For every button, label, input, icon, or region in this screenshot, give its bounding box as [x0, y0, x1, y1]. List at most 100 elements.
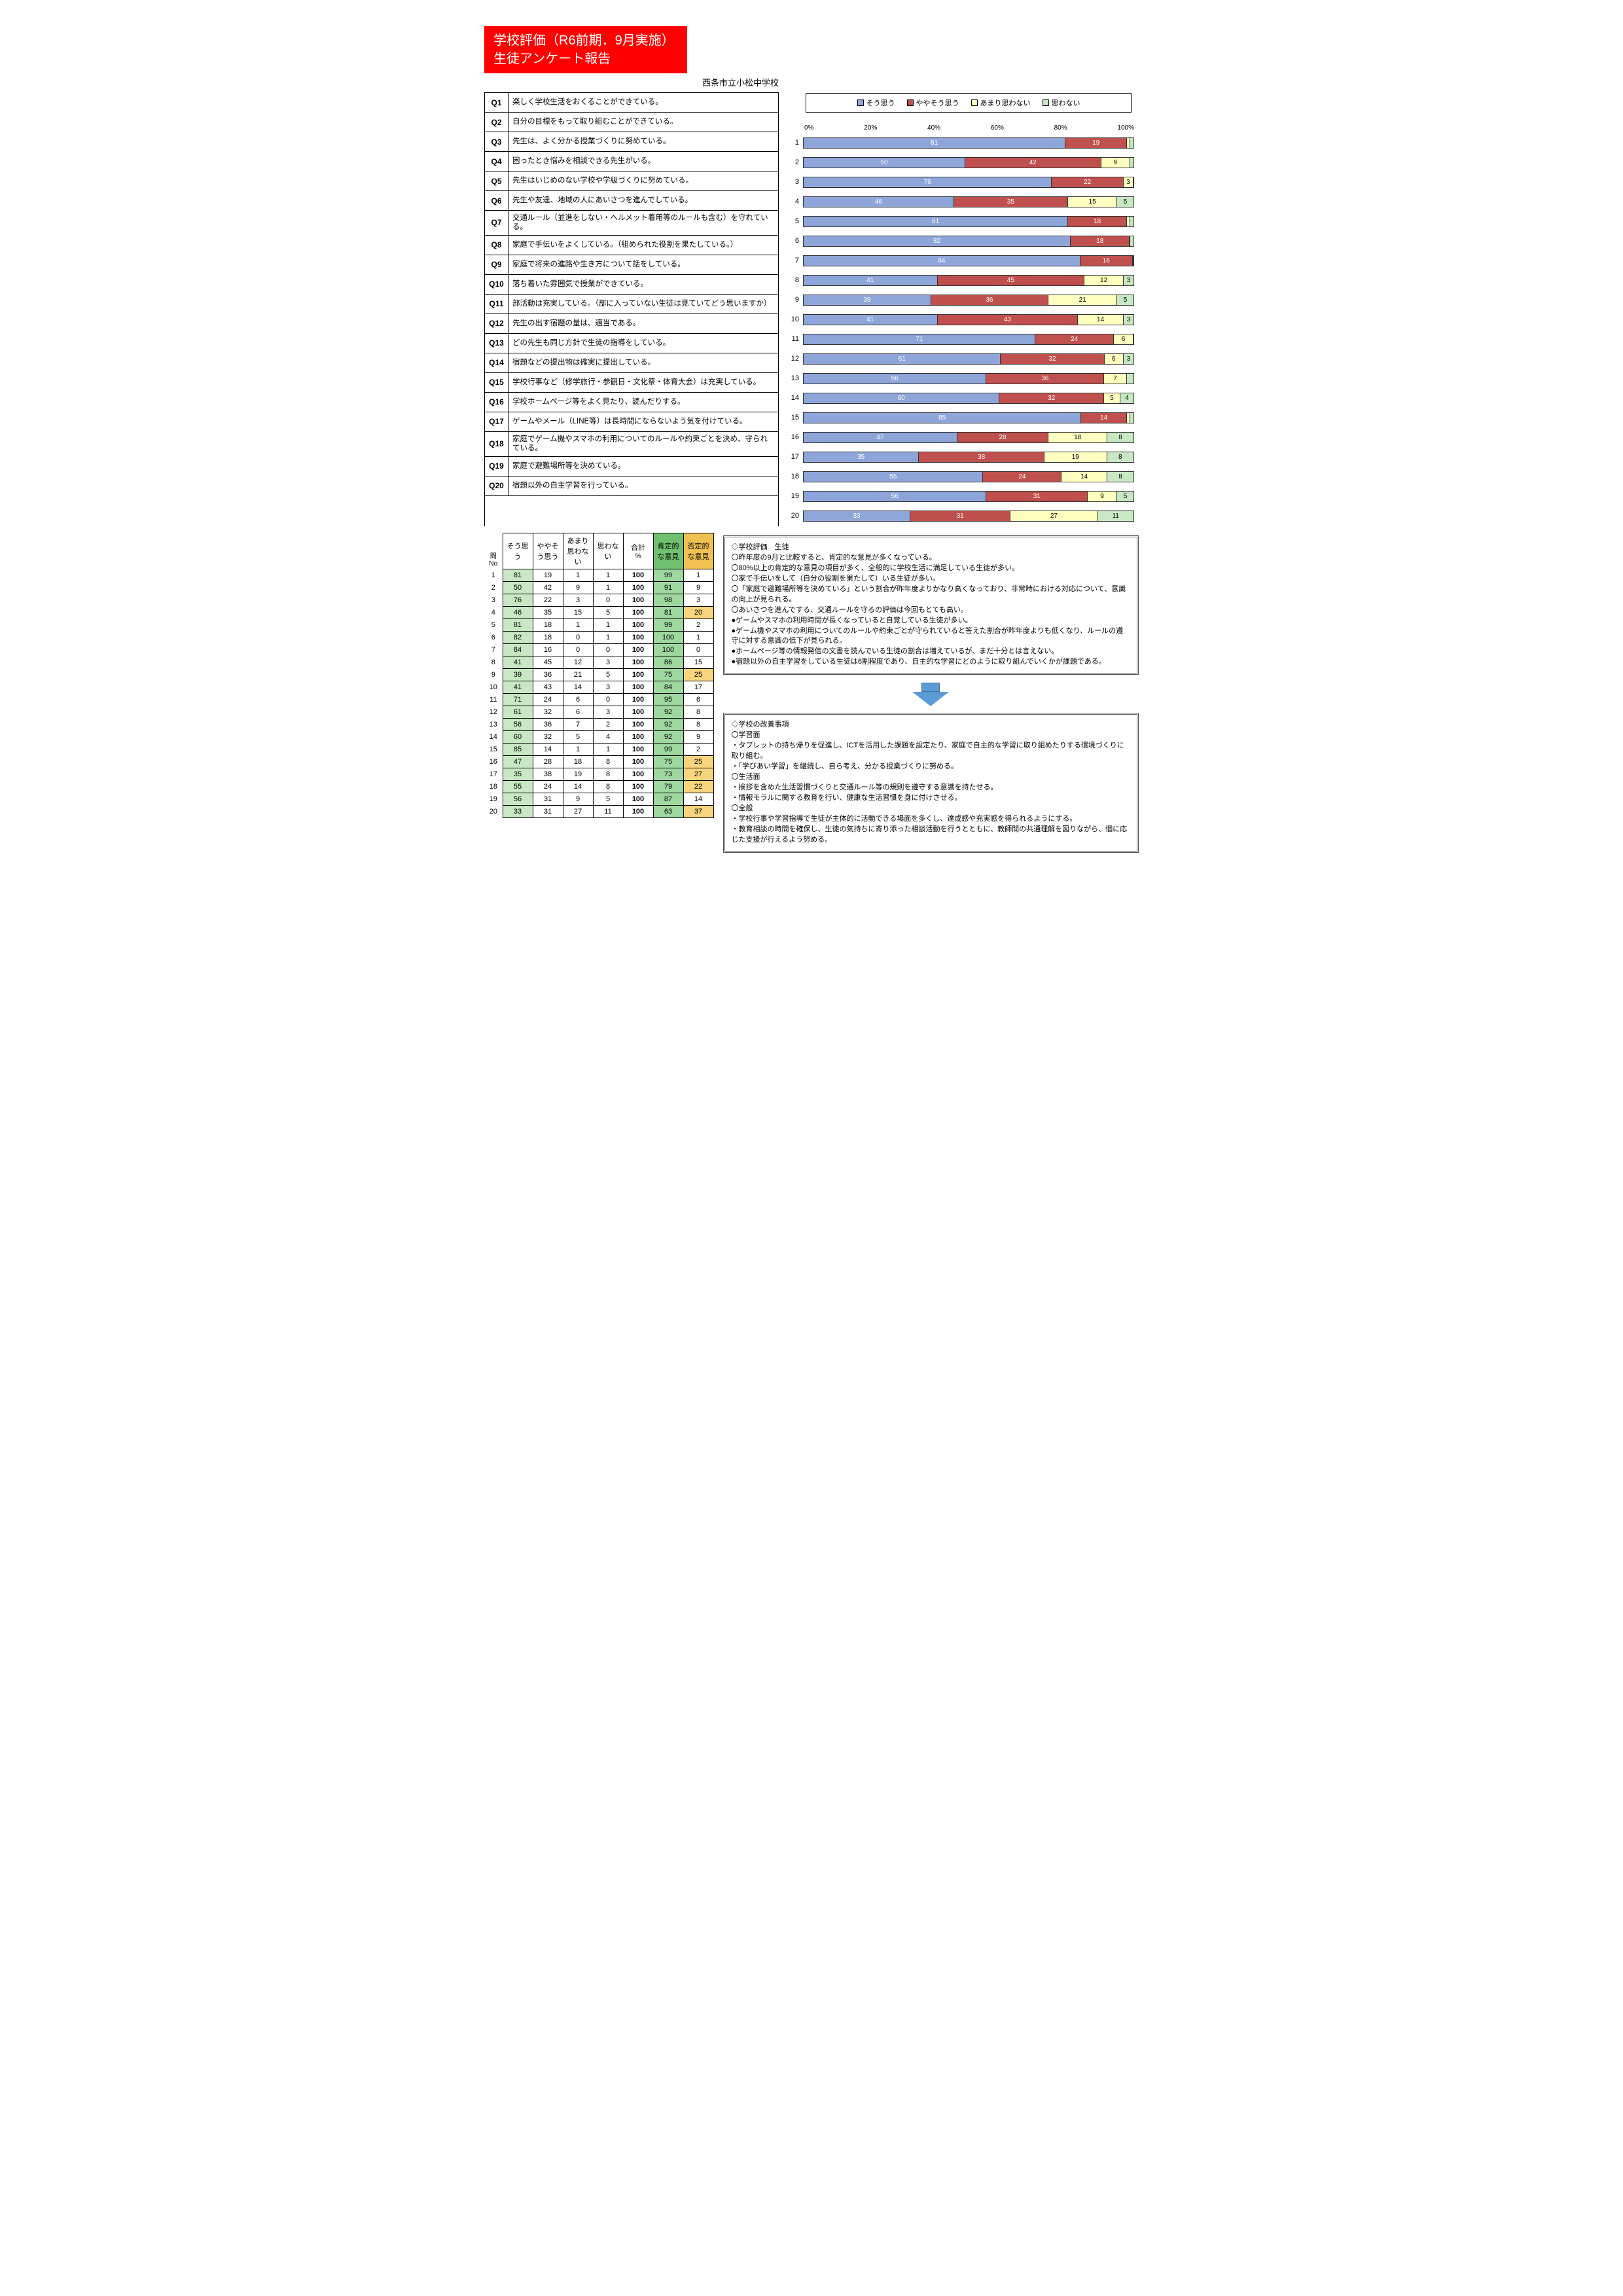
bar-row: 19563195 — [786, 486, 1138, 506]
table-cell: 12 — [563, 656, 593, 669]
bar-number: 2 — [786, 158, 803, 166]
question-row: Q17ゲームやメール（LINE等）は長時間にならないよう気を付けている。 — [485, 412, 778, 432]
pos-cell: 84 — [653, 681, 683, 694]
bar-segment: 3 — [1124, 177, 1133, 187]
bar-segment — [1130, 158, 1133, 168]
pos-cell: 100 — [653, 644, 683, 656]
pos-cell: 99 — [653, 744, 683, 756]
axis-tick: 80% — [1054, 124, 1067, 132]
table-cell: 19 — [533, 569, 563, 582]
bar-segment: 45 — [938, 276, 1085, 285]
sum-cell: 100 — [623, 706, 653, 719]
bar-track: 8119 — [803, 137, 1134, 149]
table-cell: 1 — [563, 744, 593, 756]
row-id: 19 — [484, 793, 503, 806]
bar-number: 20 — [786, 512, 803, 520]
bar-segment: 82 — [804, 236, 1071, 246]
bar-track: 3936215 — [803, 295, 1134, 306]
bar-track: 76223 — [803, 177, 1134, 188]
question-text: 部活動は充実している。（部に入っていない生徒は見ていてどう思いますか） — [508, 295, 778, 314]
bar-number: 15 — [786, 414, 803, 422]
bar-number: 19 — [786, 492, 803, 500]
bar-segment: 7 — [1104, 374, 1127, 384]
sum-cell: 100 — [623, 694, 653, 706]
neg-cell: 1 — [683, 569, 713, 582]
legend: そう思うややそう思うあまり思わない思わない — [806, 93, 1132, 113]
question-text: どの先生も同じ方針で生徒の指導をしている。 — [508, 334, 778, 353]
table-cell: 1 — [593, 744, 623, 756]
bar-segment: 4 — [1120, 393, 1133, 403]
table-cell: 6 — [563, 706, 593, 719]
pos-cell: 75 — [653, 756, 683, 768]
question-row: Q11部活動は充実している。（部に入っていない生徒は見ていてどう思いますか） — [485, 295, 778, 314]
bar-number: 10 — [786, 315, 803, 323]
table-cell: 3 — [593, 681, 623, 694]
bar-row: 14603254 — [786, 388, 1138, 408]
legend-item: そう思う — [857, 98, 895, 108]
bar-row: 173538198 — [786, 447, 1138, 467]
row-id: 18 — [484, 781, 503, 793]
question-id: Q16 — [485, 393, 508, 412]
bar-segment: 61 — [804, 354, 1001, 364]
row-id: 9 — [484, 669, 503, 681]
data-table: 問Noそう思うややそう思うあまり思わない思わない合計%肯定的な意見否定的な意見1… — [484, 533, 714, 818]
bar-segment: 84 — [804, 256, 1080, 266]
bar-segment: 3 — [1124, 276, 1133, 285]
table-cell: 81 — [503, 569, 533, 582]
table-cell: 8 — [593, 781, 623, 793]
bar-segment: 5 — [1117, 197, 1133, 207]
neg-cell: 20 — [683, 607, 713, 619]
bar-segment: 81 — [804, 217, 1068, 226]
table-cell: 4 — [593, 731, 623, 744]
pos-cell: 75 — [653, 669, 683, 681]
legend-item: あまり思わない — [971, 98, 1031, 108]
row-id: 1 — [484, 569, 503, 582]
question-row: Q3先生は、よく分かる授業づくりに努めている。 — [485, 132, 778, 152]
table-cell: 32 — [533, 731, 563, 744]
bar-segment: 55 — [804, 472, 983, 482]
question-row: Q10落ち着いた雰囲気で授業ができている。 — [485, 275, 778, 295]
question-id: Q13 — [485, 334, 508, 353]
neg-cell: 2 — [683, 744, 713, 756]
bar-number: 1 — [786, 139, 803, 147]
question-text: 家庭で避難場所等を決めている。 — [508, 457, 778, 476]
bar-segment: 8 — [1107, 472, 1133, 482]
bar-segment: 36 — [931, 295, 1049, 305]
legend-item: ややそう思う — [907, 98, 959, 108]
bar-row: 1356367 — [786, 368, 1138, 388]
bar-number: 6 — [786, 237, 803, 245]
question-id: Q11 — [485, 295, 508, 314]
bar-row: 250429 — [786, 152, 1138, 172]
question-text: 楽しく学校生活をおくることができている。 — [508, 93, 778, 112]
bar-row: 84145123 — [786, 270, 1138, 290]
bar-segment — [1127, 374, 1133, 384]
pos-cell: 98 — [653, 594, 683, 607]
table-cell: 33 — [503, 806, 533, 818]
table-cell: 3 — [563, 594, 593, 607]
table-cell: 31 — [533, 793, 563, 806]
question-id: Q1 — [485, 93, 508, 112]
bar-number: 12 — [786, 355, 803, 363]
bar-segment: 3 — [1124, 315, 1133, 325]
question-text: 困ったとき悩みを相談できる先生がいる。 — [508, 152, 778, 171]
question-text: 家庭で手伝いをよくしている。（組められた役割を果たしている。） — [508, 236, 778, 255]
question-row: Q9家庭で将来の進路や生き方について話をしている。 — [485, 255, 778, 275]
row-id: 12 — [484, 706, 503, 719]
table-cell: 8 — [593, 768, 623, 781]
question-id: Q4 — [485, 152, 508, 171]
pos-cell: 87 — [653, 793, 683, 806]
question-text: 学校行事など（修学旅行・参観日・文化祭・体育大会）は充実している。 — [508, 373, 778, 392]
bar-segment: 27 — [1010, 511, 1097, 521]
bar-segment: 71 — [804, 334, 1035, 344]
table-row: 15851411100992 — [484, 744, 713, 756]
table-cell: 81 — [503, 619, 533, 632]
legend-label: そう思う — [866, 98, 895, 108]
table-cell: 32 — [533, 706, 563, 719]
legend-swatch — [1043, 99, 1049, 106]
table-header: あまり思わない — [563, 533, 593, 569]
question-row: Q18家庭でゲーム機やスマホの利用についてのルールや約束ごとを決め、守られている… — [485, 432, 778, 457]
table-row: 78416001001000 — [484, 644, 713, 656]
row-id: 14 — [484, 731, 503, 744]
table-cell: 19 — [563, 768, 593, 781]
question-row: Q5先生はいじめのない学校や学級づくりに努めている。 — [485, 171, 778, 191]
